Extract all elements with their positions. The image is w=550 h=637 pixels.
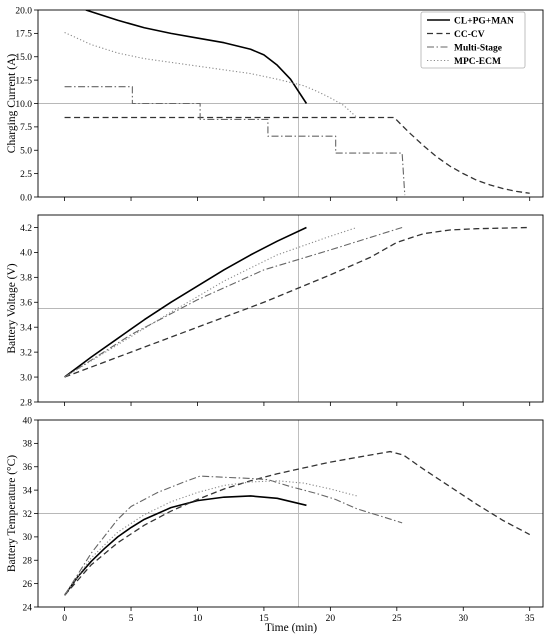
series-line-cc-cv-voltage [64, 226, 530, 378]
legend-label-cc-cv: CC-CV [454, 30, 485, 40]
x-tick-label-5: 25 [392, 614, 402, 624]
x-axis-label: Time (min) [265, 622, 317, 634]
y-tick-label-temperature-7: 38 [23, 440, 33, 450]
y-tick-label-voltage-4: 3.6 [20, 299, 32, 309]
y-tick-label-temperature-3: 30 [23, 533, 33, 543]
y-tick-label-temperature-2: 28 [23, 557, 33, 567]
plot-frame-voltage [37, 214, 544, 403]
series-line-multi-stage-voltage [64, 226, 403, 378]
panel-current: 0.0 2.5 5.0 7.5 10.0 12.5 15.0 17.5 20.0 Charging… [6, 6, 544, 203]
y-tick-label-voltage-6: 4.0 [20, 249, 32, 259]
x-tick-label-3: 15 [259, 614, 269, 624]
legend-label-cl-pg-man: CL+PG+MAN [454, 16, 514, 26]
y-axis-label-temperature: Battery Temperature (°C) [6, 455, 18, 572]
y-tick-label-voltage-1: 3.0 [20, 373, 32, 383]
y-axis-label-current: Charging Current (A) [6, 54, 18, 154]
y-tick-label-voltage-2: 3.2 [20, 348, 32, 358]
y-tick-label-current-0: 0.0 [20, 193, 32, 203]
x-tick-label-4: 20 [326, 614, 336, 624]
series-line-mpc-ecm-temperature [64, 480, 358, 596]
y-tick-label-temperature-1: 26 [23, 580, 33, 590]
y-tick-label-current-6: 15.0 [15, 53, 32, 63]
y-tick-label-current-4: 10.0 [15, 100, 32, 110]
series-line-multi-stage-temperature [64, 475, 403, 596]
x-tick-label-0: 0 [62, 614, 67, 624]
y-tick-label-temperature-5: 34 [23, 486, 33, 496]
y-tick-label-voltage-7: 4.2 [20, 224, 32, 234]
series-line-multi-stage-current [64, 86, 406, 196]
series-line-cl-pg-man-voltage [64, 226, 307, 378]
series-line-mpc-ecm-current [64, 31, 358, 118]
y-tick-label-temperature-8: 40 [23, 416, 33, 426]
y-tick-label-current-1: 2.5 [20, 170, 32, 180]
y-tick-label-voltage-5: 3.8 [20, 274, 32, 284]
chart-panels: 0.0 2.5 5.0 7.5 10.0 12.5 15.0 17.5 20.0 Charging… [6, 6, 544, 624]
x-tick-label-7: 35 [525, 614, 535, 624]
series-line-cc-cv-current [64, 116, 530, 194]
series-line-cl-pg-man-current [85, 10, 308, 104]
legend-label-multi-stage: Multi-Stage [454, 43, 502, 53]
y-tick-label-current-3: 7.5 [20, 123, 32, 133]
y-tick-label-voltage-0: 2.8 [20, 398, 32, 408]
y-tick-label-current-8: 20.0 [15, 6, 32, 16]
y-tick-label-current-7: 17.5 [15, 30, 32, 40]
panel-voltage: 2.8 3.0 3.2 3.4 3.6 3.8 4.0 4.2 Battery Voltage … [6, 214, 544, 408]
y-axis-label-voltage: Battery Voltage (V) [6, 263, 18, 353]
chart-legend: CL+PG+MAN CC-CV Multi-Stage MPC-ECM [420, 11, 526, 69]
legend-label-mpc-ecm: MPC-ECM [454, 57, 501, 67]
series-line-cl-pg-man-temperature [63, 495, 307, 596]
x-tick-label-6: 30 [459, 614, 469, 624]
y-tick-label-voltage-3: 3.4 [20, 324, 32, 334]
panel-temperature: 24 26 28 30 32 34 36 38 40 0 5 10 15 20 25 30 35 Battery … [6, 416, 544, 624]
y-tick-label-temperature-4: 32 [23, 510, 33, 520]
series-line-mpc-ecm-voltage [64, 226, 358, 378]
series-line-cc-cv-temperature [64, 450, 531, 596]
legend-frame [420, 11, 526, 69]
x-tick-label-1: 5 [129, 614, 134, 624]
y-tick-label-temperature-0: 24 [23, 603, 33, 613]
y-tick-label-current-2: 5.0 [20, 147, 32, 157]
y-tick-label-current-5: 12.5 [15, 76, 32, 86]
y-tick-label-temperature-6: 36 [23, 463, 33, 473]
x-tick-label-2: 10 [193, 614, 203, 624]
